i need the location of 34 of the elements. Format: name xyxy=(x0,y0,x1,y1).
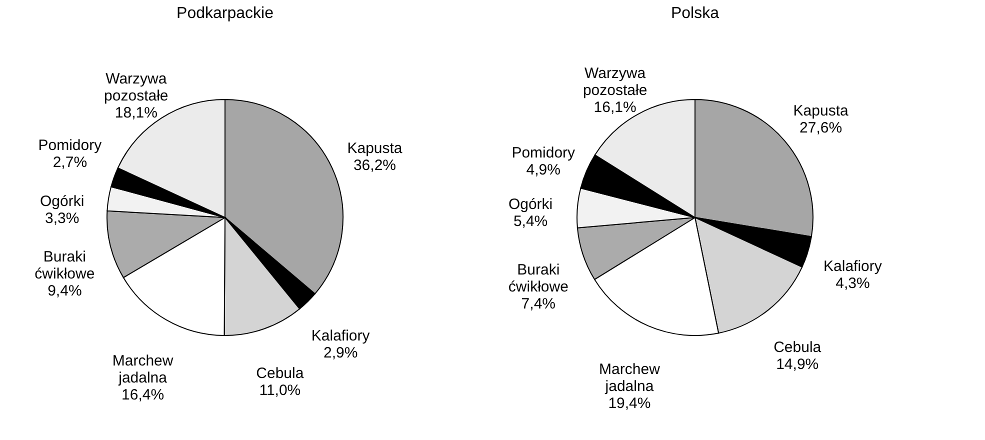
slice-label: Kapusta xyxy=(793,102,849,120)
slice-label: Cebula xyxy=(256,365,304,382)
data-label: 5,4% xyxy=(513,213,548,230)
slice-label: Ogórki xyxy=(508,196,553,214)
data-label: 2,7% xyxy=(52,154,88,172)
data-label: 3,3% xyxy=(45,210,80,228)
slice-label: Kapusta xyxy=(347,140,403,158)
data-label: 19,4% xyxy=(608,394,651,412)
data-label: 16,1% xyxy=(594,99,636,116)
slice-label: Kalafiory xyxy=(824,258,882,276)
slice-label: Pomidory xyxy=(38,137,102,154)
slice-label: Ogórki xyxy=(40,193,84,210)
slice-label: Warzywa pozostałe xyxy=(104,70,168,104)
chart-title: Podkarpackie xyxy=(176,5,274,22)
slice-label: Pomidory xyxy=(512,144,576,162)
data-label: 9,4% xyxy=(48,282,82,300)
data-label: 2,9% xyxy=(323,344,358,362)
slice-label: Buraki ćwikłowe xyxy=(508,261,568,296)
data-label: 16,4% xyxy=(122,386,164,404)
slice-label: Marchew jadalna xyxy=(599,360,660,395)
data-label: 4,9% xyxy=(526,161,560,178)
slice-label: Warzywa pozostałe xyxy=(582,65,648,100)
data-label: 36,2% xyxy=(353,157,396,174)
data-label: 7,4% xyxy=(521,295,556,312)
data-label: 11,0% xyxy=(259,382,301,400)
chart-title: Polska xyxy=(670,5,720,22)
data-label: 14,9% xyxy=(776,356,819,373)
slice-label: Kalafiory xyxy=(311,327,370,344)
slice-label: Marchew jadalna xyxy=(112,352,174,387)
slice-label: Cebula xyxy=(774,338,822,356)
data-label: 27,6% xyxy=(800,120,842,137)
data-label: 4,3% xyxy=(836,275,870,292)
slice-label: Buraki ćwikłowe xyxy=(34,248,95,283)
data-label: 18,1% xyxy=(114,104,158,122)
